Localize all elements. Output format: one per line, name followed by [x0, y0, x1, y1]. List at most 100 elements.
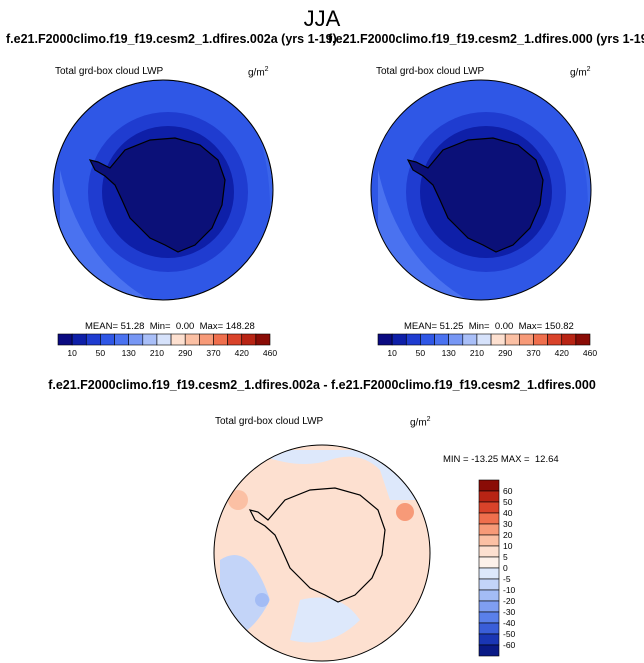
antarctica-diff	[248, 487, 386, 603]
map-right-outline	[370, 79, 592, 301]
antarctica-left	[88, 137, 226, 253]
colorbar-right-cell	[490, 333, 506, 346]
colorbar-right-cell	[391, 333, 407, 346]
colorbar-right-label: 10	[387, 348, 397, 358]
colorbar-left-cell	[100, 333, 115, 346]
colorbar-left-cell	[213, 333, 228, 346]
colorbar-difference-cell	[478, 534, 500, 547]
colorbar-right-label: 290	[498, 348, 512, 358]
map-left-outline	[52, 79, 274, 301]
panel-right-units: g/m2	[570, 66, 591, 79]
colorbar-left-cell	[156, 333, 172, 346]
colorbar-left-cell	[255, 333, 271, 346]
colorbar-difference-label: -60	[503, 640, 516, 650]
colorbar-right: 10 50 130 210 290 370 420 460	[377, 333, 597, 358]
difference-units: g/m2	[410, 416, 431, 429]
colorbar-left: 10 50 130 210 290 370 420 460	[57, 333, 277, 358]
difference-title: f.e21.F2000climo.f19_f19.cesm2_1.dfires.…	[48, 378, 596, 392]
colorbar-difference-cell	[478, 600, 500, 613]
colorbar-left-label: 290	[178, 348, 192, 358]
colorbar-left-label: 10	[67, 348, 77, 358]
colorbar-left-cell	[199, 333, 214, 346]
colorbar-difference-cell	[478, 556, 500, 569]
colorbar-difference-label: 50	[503, 497, 513, 507]
colorbar-difference-label: -40	[503, 618, 516, 628]
colorbar-difference-cell	[478, 644, 500, 657]
colorbar-right-cell	[561, 333, 577, 346]
colorbar-difference-label: -30	[503, 607, 516, 617]
colorbar-difference-cell	[478, 578, 500, 591]
colorbar-left-cell	[184, 333, 200, 346]
colorbar-left-cell	[170, 333, 186, 346]
map-right	[371, 80, 591, 300]
colorbar-left-label: 210	[150, 348, 164, 358]
colorbar-difference-cell	[478, 512, 500, 525]
colorbar-left-label: 460	[263, 348, 277, 358]
colorbar-right-label: 460	[583, 348, 597, 358]
colorbar-left-label: 420	[235, 348, 249, 358]
map-difference	[214, 445, 430, 661]
colorbar-right-label: 210	[470, 348, 484, 358]
colorbar-right-label: 130	[442, 348, 456, 358]
colorbar-difference-cell	[478, 589, 500, 602]
colorbar-right-cell	[476, 333, 492, 346]
colorbar-difference-cell	[478, 545, 500, 558]
panel-right-case-title: f.e21.F2000climo.f19_f19.cesm2_1.dfires.…	[328, 32, 644, 46]
colorbar-difference-cell	[478, 622, 500, 635]
colorbar-right-cell	[575, 333, 591, 346]
colorbar-right-label: 370	[526, 348, 540, 358]
colorbar-right-cell	[405, 333, 421, 346]
difference-min-max: MIN = -13.25 MAX = 12.64	[443, 454, 559, 465]
colorbar-difference-label: -5	[503, 574, 511, 584]
colorbar-difference-label: -10	[503, 585, 516, 595]
colorbar-left-cell	[71, 333, 87, 346]
colorbar-left-label: 130	[122, 348, 136, 358]
colorbar-difference-cell	[478, 490, 500, 503]
colorbar-difference-label: 10	[503, 541, 513, 551]
difference-variable-label: Total grd-box cloud LWP	[215, 416, 324, 427]
colorbar-right-label: 420	[555, 348, 569, 358]
colorbar-left-cell	[227, 333, 243, 346]
colorbar-right-cell	[462, 333, 478, 346]
colorbar-right-cell	[434, 333, 449, 346]
colorbar-difference-label: 20	[503, 530, 513, 540]
colorbar-left-cell	[142, 333, 158, 346]
colorbar-difference-label: 30	[503, 519, 513, 529]
panel-left-units: g/m2	[248, 66, 269, 79]
season-title: JJA	[303, 6, 341, 31]
colorbar-difference-cell	[478, 479, 500, 492]
map-left	[53, 80, 273, 300]
colorbar-left-cell	[128, 333, 144, 346]
colorbar-difference-cell	[478, 611, 500, 624]
colorbar-right-cell	[420, 333, 435, 346]
colorbar-left-cell	[85, 333, 101, 346]
colorbar-right-cell	[448, 333, 464, 346]
colorbar-difference-cell	[478, 567, 500, 580]
colorbar-right-label: 50	[416, 348, 426, 358]
panel-left-case-title: f.e21.F2000climo.f19_f19.cesm2_1.dfires.…	[6, 32, 337, 46]
panel-right-variable-label: Total grd-box cloud LWP	[376, 66, 485, 77]
colorbar-right-cell	[533, 333, 548, 346]
colorbar-difference-cell	[478, 501, 500, 514]
colorbar-difference-label: -50	[503, 629, 516, 639]
colorbar-left-label: 50	[96, 348, 106, 358]
colorbar-left-cell	[241, 333, 257, 346]
colorbar-left-cell	[114, 333, 129, 346]
map-difference-outline	[213, 444, 431, 662]
colorbar-left-cell	[57, 333, 73, 346]
colorbar-difference-cell	[478, 523, 500, 536]
colorbar-right-cell	[547, 333, 563, 346]
colorbar-difference-cell	[478, 633, 500, 646]
colorbar-difference-label: 5	[503, 552, 508, 562]
colorbar-left-label: 370	[206, 348, 220, 358]
antarctica-right	[406, 137, 544, 253]
colorbar-difference-label: -20	[503, 596, 516, 606]
colorbar-right-cell	[504, 333, 520, 346]
panel-left-stats: MEAN= 51.28 Min= 0.00 Max= 148.28	[85, 321, 255, 332]
colorbar-right-cell	[377, 333, 393, 346]
colorbar-right-cell	[519, 333, 534, 346]
colorbar-difference-label: 40	[503, 508, 513, 518]
colorbar-difference-label: 0	[503, 563, 508, 573]
